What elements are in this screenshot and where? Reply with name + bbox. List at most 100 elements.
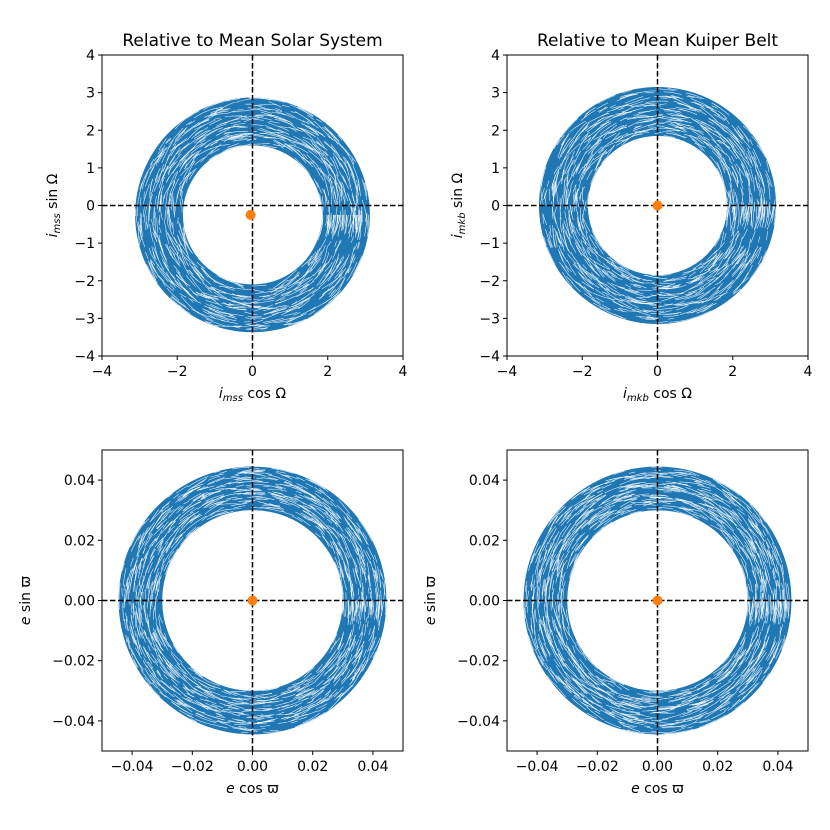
x-tick-label: −0.04 — [516, 759, 559, 775]
trajectory-loop — [540, 93, 771, 324]
trajectory-loop — [124, 472, 375, 724]
x-tick-label: 0.04 — [357, 759, 388, 775]
mean-point-marker — [247, 595, 258, 606]
x-tick-label: −2 — [572, 364, 593, 380]
trajectory-loop — [148, 493, 358, 705]
trajectory-loop — [139, 104, 363, 327]
trajectory-loop — [574, 120, 750, 291]
trajectory-loop — [536, 481, 781, 724]
trajectory-loop — [166, 137, 338, 304]
trajectory-loop — [561, 104, 762, 302]
trajectory-loop — [552, 495, 764, 712]
trajectory-loop — [544, 485, 777, 721]
trajectory-loop — [149, 114, 357, 319]
trajectory-loop — [546, 486, 780, 715]
trajectory-loop — [144, 492, 355, 705]
trajectory-loop — [177, 137, 324, 292]
y-tick-label: 0.02 — [469, 533, 500, 549]
trajectory-loop — [552, 91, 775, 318]
trajectory-loop — [554, 501, 766, 707]
x-axis-label: e cos ϖ — [631, 781, 684, 797]
trajectory-loop — [157, 118, 355, 309]
trajectory-loop — [154, 115, 355, 315]
mean-point-marker — [245, 209, 256, 220]
trajectory-loop — [154, 113, 352, 310]
y-axis-label: e sin ϖ — [423, 576, 439, 626]
trajectory-loop — [526, 469, 781, 727]
trajectory-loop — [137, 97, 363, 328]
trajectory-loop — [143, 103, 369, 327]
trajectory-loop — [172, 133, 342, 295]
trajectory-loop — [550, 498, 764, 706]
trajectory-loop — [568, 116, 748, 290]
trajectory-loop — [139, 485, 371, 723]
trajectory-loop — [154, 500, 347, 692]
y-tick-label: 2 — [491, 123, 500, 139]
trajectory-loop — [122, 468, 386, 734]
trajectory-loop — [557, 500, 755, 698]
x-tick-label: 0.02 — [702, 759, 733, 775]
trajectory-loop — [140, 104, 362, 323]
trajectory-loop — [146, 498, 355, 700]
x-tick-label: 4 — [399, 364, 408, 380]
x-tick-label: 0.00 — [642, 759, 673, 775]
trajectory-loop — [553, 105, 763, 314]
x-tick-label: −0.04 — [111, 759, 154, 775]
trajectory-loop — [141, 493, 361, 713]
trajectory-series — [135, 97, 370, 333]
y-tick-label: 0 — [86, 199, 95, 215]
x-tick-label: 0.04 — [762, 759, 793, 775]
trajectory-loop — [575, 122, 745, 297]
y-tick-label: −4 — [74, 349, 95, 365]
trajectory-loop — [126, 467, 378, 724]
panel-4: −0.04 −0.02 0.00 0.02 0.04 −0.04 −0.02 0.00 0.02… — [423, 449, 809, 797]
trajectory-loop — [533, 475, 780, 722]
y-tick-label: −0.04 — [52, 714, 95, 730]
x-tick-label: −4 — [92, 364, 113, 380]
trajectory-loop — [165, 123, 342, 309]
trajectory-loop — [538, 473, 785, 722]
trajectory-loop — [536, 487, 775, 722]
y-tick-label: 3 — [491, 86, 500, 102]
x-tick-label: 2 — [728, 364, 737, 380]
trajectory-loop — [545, 482, 773, 712]
trajectory-band — [523, 466, 792, 735]
x-tick-label: −4 — [497, 364, 518, 380]
y-tick-label: 0.04 — [469, 473, 500, 489]
trajectory-loop — [150, 118, 351, 319]
trajectory-loop — [159, 128, 334, 297]
trajectory-loop — [560, 502, 761, 701]
trajectory-loop — [154, 504, 344, 692]
trajectory-loop — [545, 484, 764, 708]
y-tick-label: 0.00 — [469, 594, 500, 610]
trajectory-loop — [562, 111, 757, 304]
y-tick-label: 0.02 — [64, 533, 95, 549]
trajectory-loop — [133, 484, 363, 718]
trajectory-loop — [160, 130, 338, 304]
trajectory-loop — [167, 134, 329, 290]
trajectory-loop — [582, 128, 736, 279]
y-tick-label: 1 — [86, 161, 95, 177]
y-tick-label: 3 — [86, 86, 95, 102]
x-tick-label: 0 — [653, 364, 662, 380]
trajectory-loop — [164, 125, 344, 306]
trajectory-loop — [159, 125, 343, 316]
trajectory-loop — [153, 113, 358, 322]
trajectory-loop — [169, 123, 344, 303]
x-axis-label: imkb cos Ω — [623, 386, 692, 404]
trajectory-loop — [148, 105, 360, 327]
x-tick-label: −0.02 — [171, 759, 214, 775]
trajectory-loop — [182, 139, 332, 291]
trajectory-loop — [135, 107, 359, 324]
trajectory-loop — [145, 489, 363, 704]
trajectory-loop — [555, 102, 765, 315]
trajectory-loop — [154, 503, 345, 696]
trajectory-loop — [127, 472, 381, 727]
trajectory-loop — [140, 97, 368, 327]
trajectory-band — [118, 466, 387, 735]
trajectory-loop — [544, 97, 761, 321]
y-axis-label: imkb sin Ω — [450, 172, 468, 238]
y-tick-label: −1 — [479, 236, 500, 252]
trajectory-loop — [137, 98, 361, 327]
